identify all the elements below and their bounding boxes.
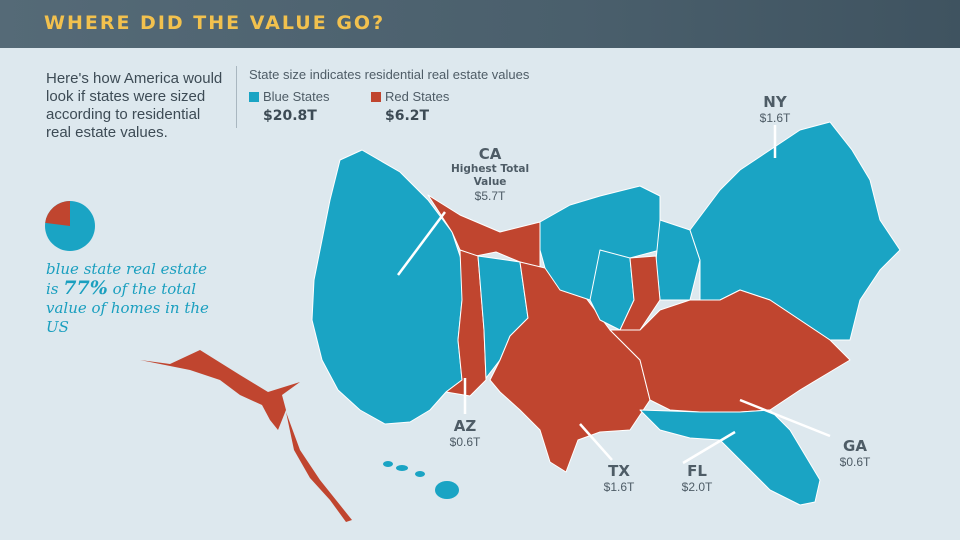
legend-swatch-blue bbox=[249, 91, 259, 102]
region-florida bbox=[639, 409, 821, 506]
callout-tx-value: $1.6T bbox=[603, 480, 635, 494]
caption-percent: 77% bbox=[63, 277, 108, 299]
legend-label-red: Red States bbox=[385, 89, 450, 104]
callout-fl: FL $2.0T bbox=[662, 462, 732, 495]
callout-tx-state: TX bbox=[608, 462, 630, 480]
share-caption: blue state real estate is 77% of the tot… bbox=[46, 260, 221, 337]
legend-label-blue: Blue States bbox=[263, 89, 330, 104]
region-southeast bbox=[609, 289, 851, 413]
callout-ga: GA $0.6T bbox=[820, 437, 890, 470]
region-west-coast bbox=[311, 149, 463, 425]
callout-lines bbox=[396, 125, 831, 465]
callout-ny: NY $1.6T bbox=[740, 93, 810, 126]
pie-slice-red bbox=[45, 201, 70, 226]
page-title: WHERE DID THE VALUE GO? bbox=[44, 12, 386, 34]
legend-swatch-red bbox=[371, 91, 381, 102]
header-bar: WHERE DID THE VALUE GO? bbox=[0, 0, 960, 48]
callout-az: AZ $0.6T bbox=[430, 417, 500, 450]
legend-item-red: Red States $6.2T bbox=[371, 89, 493, 124]
legend: State size indicates residential real es… bbox=[236, 66, 529, 128]
callout-fl-state: FL bbox=[687, 462, 707, 480]
callout-ga-value: $0.6T bbox=[839, 455, 871, 469]
callout-fl-value: $2.0T bbox=[681, 480, 713, 494]
legend-title: State size indicates residential real es… bbox=[249, 67, 530, 82]
callout-ca-value: $5.7T bbox=[474, 189, 506, 203]
callout-tx: TX $1.6T bbox=[584, 462, 654, 495]
caption-after: of the total value of homes in the US bbox=[46, 280, 209, 336]
callout-ca-state: CA bbox=[478, 145, 502, 163]
legend-value-blue: $20.8T bbox=[263, 108, 317, 124]
callout-az-value: $0.6T bbox=[449, 435, 481, 449]
callout-ny-state: NY bbox=[763, 93, 787, 111]
callout-ca: CA Highest Total Value $5.7T bbox=[440, 145, 540, 204]
callout-az-state: AZ bbox=[453, 417, 477, 435]
legend-item-blue: Blue States $20.8T bbox=[249, 89, 371, 124]
callout-ny-value: $1.6T bbox=[759, 111, 791, 125]
callout-ca-note: Highest Total Value bbox=[450, 163, 530, 188]
region-hawaii bbox=[383, 461, 459, 499]
region-alaska bbox=[140, 350, 300, 430]
caption-before: blue state real estate is bbox=[46, 260, 208, 298]
share-pie-chart bbox=[45, 201, 95, 251]
intro-text: Here's how America would look if states … bbox=[46, 70, 223, 141]
region-alaska-chain bbox=[286, 412, 352, 522]
callout-ga-state: GA bbox=[843, 437, 867, 455]
legend-value-red: $6.2T bbox=[385, 108, 430, 124]
